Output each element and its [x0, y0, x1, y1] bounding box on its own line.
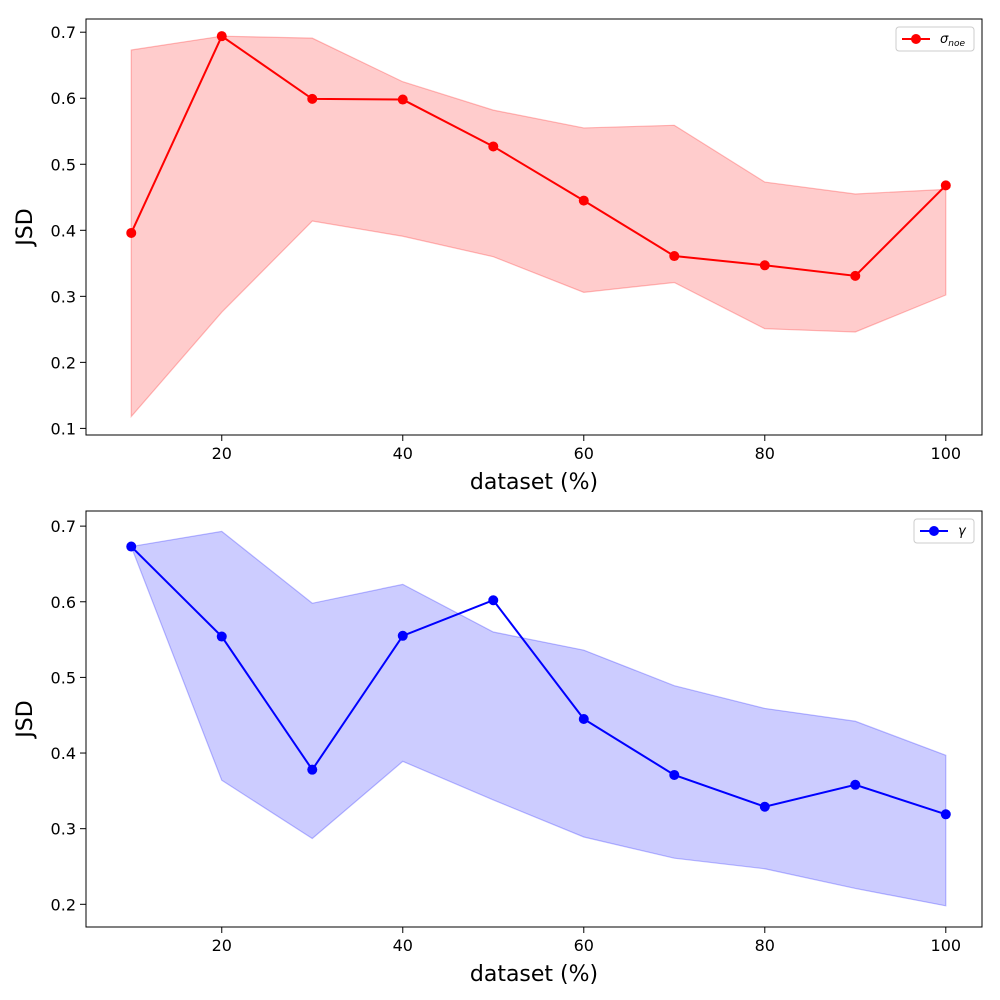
y-tick-label: 0.3: [51, 820, 76, 839]
x-axis-label: dataset (%): [470, 962, 598, 987]
series-line-1: [130, 34, 947, 277]
x-tick-label: 20: [212, 444, 232, 463]
y-tick-label: 0.2: [51, 353, 76, 372]
legend-box: [895, 26, 975, 52]
data-point-30: [307, 93, 318, 104]
data-point-40: [397, 630, 408, 641]
data-point-60: [578, 195, 589, 206]
data-point-30: [307, 764, 318, 775]
x-tick-label: 80: [755, 444, 775, 463]
data-point-90: [850, 779, 861, 790]
x-tick-label: 100: [931, 936, 962, 955]
y-tick-label: 0.4: [51, 744, 76, 763]
data-point-70: [669, 769, 680, 780]
x-tick-label: 100: [931, 444, 962, 463]
data-point-50: [488, 595, 499, 606]
data-point-20: [216, 31, 227, 42]
y-tick-label: 0.6: [51, 89, 76, 108]
legend: σnoe: [895, 26, 975, 52]
y-tick-label: 0.7: [51, 23, 76, 42]
y-tick-label: 0.2: [51, 895, 76, 914]
data-point-100: [940, 180, 951, 191]
legend-label: σnoe: [940, 32, 965, 49]
legend: γ: [913, 518, 975, 544]
legend-marker: [929, 526, 939, 536]
y-tick-label: 0.7: [51, 517, 76, 536]
data-point-60: [578, 714, 589, 724]
x-axis-label: dataset (%): [470, 470, 598, 495]
x-tick-label: 60: [574, 444, 594, 463]
y-axis-label: JSD: [13, 208, 38, 247]
x-tick-label: 20: [212, 936, 232, 955]
data-point-90: [850, 270, 861, 281]
x-tick-label: 40: [393, 936, 413, 955]
data-point-10: [126, 541, 137, 552]
chart-panel-1: σnoe 20 40 60 80 100 0.1 0.2 0.3 0.4 0.5 0.6 0.7 data…: [13, 18, 983, 495]
y-tick-label: 0.3: [51, 287, 76, 306]
y-tick-label: 0.5: [51, 155, 76, 174]
data-point-80: [759, 260, 770, 271]
series-line-1: [130, 545, 947, 816]
data-point-100: [940, 809, 951, 820]
data-point-20: [216, 631, 227, 642]
x-tick-label: 80: [755, 936, 775, 955]
y-tick-label: 0.1: [51, 419, 76, 438]
data-point-10: [126, 227, 137, 238]
confidence-band-1: [130, 530, 947, 907]
legend-marker: [911, 34, 921, 44]
y-axis-label: JSD: [13, 700, 38, 739]
data-point-50: [488, 141, 499, 152]
axes-frame: [85, 18, 983, 436]
data-point-40: [397, 94, 408, 105]
y-tick-label: 0.6: [51, 593, 76, 612]
y-tick-label: 0.5: [51, 668, 76, 687]
data-point-80: [759, 801, 770, 812]
axes-frame: [85, 510, 983, 928]
y-tick-label: 0.4: [51, 221, 76, 240]
x-tick-label: 60: [574, 936, 594, 955]
x-tick-label: 40: [393, 444, 413, 463]
data-point-70: [669, 251, 680, 262]
chart-panel-2: γ 20 40 60 80 100 0.2 0.3 0.4 0.5 0.6 0.7 dataset (%…: [13, 510, 983, 987]
confidence-band-1: [130, 35, 947, 419]
legend-label: γ: [958, 524, 967, 539]
